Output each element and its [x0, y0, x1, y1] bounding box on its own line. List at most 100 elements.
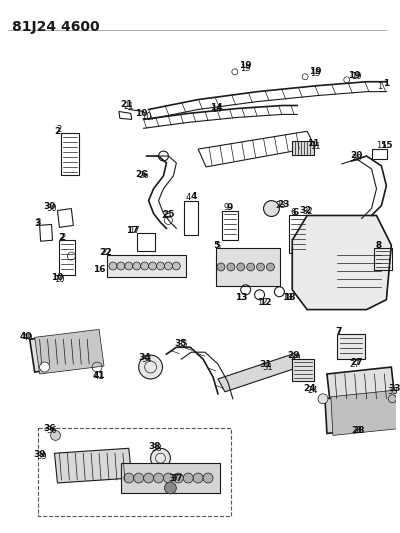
- Circle shape: [156, 262, 164, 270]
- Text: 30: 30: [43, 202, 56, 211]
- Circle shape: [164, 482, 176, 494]
- Circle shape: [164, 473, 173, 483]
- Polygon shape: [292, 215, 391, 310]
- Text: 21: 21: [124, 102, 134, 111]
- Circle shape: [172, 262, 180, 270]
- Text: 38: 38: [151, 444, 162, 453]
- Text: 24: 24: [303, 384, 316, 393]
- Text: 5: 5: [213, 241, 219, 249]
- Text: 22: 22: [102, 248, 112, 256]
- Circle shape: [264, 200, 279, 216]
- Text: 29: 29: [287, 351, 300, 360]
- Text: 10: 10: [141, 112, 152, 121]
- Text: 10: 10: [51, 273, 64, 282]
- Polygon shape: [331, 390, 400, 435]
- Text: 14: 14: [211, 105, 221, 114]
- Text: 4: 4: [191, 192, 197, 201]
- Text: 39: 39: [36, 452, 47, 461]
- Text: 8: 8: [376, 241, 381, 249]
- Circle shape: [141, 262, 149, 270]
- Text: 9: 9: [223, 203, 228, 212]
- Text: 14: 14: [210, 103, 222, 112]
- Bar: [292, 141, 314, 155]
- Text: 17: 17: [126, 226, 139, 235]
- Bar: [216, 248, 280, 286]
- Text: 13: 13: [236, 293, 248, 302]
- Bar: [222, 211, 238, 240]
- Text: 39: 39: [33, 450, 46, 459]
- Circle shape: [149, 262, 156, 270]
- Text: 2: 2: [58, 233, 64, 242]
- Bar: [337, 334, 364, 359]
- Text: 18: 18: [283, 293, 296, 302]
- Text: 19: 19: [239, 61, 252, 70]
- Circle shape: [203, 473, 213, 483]
- Text: 36: 36: [46, 426, 57, 435]
- Text: 19: 19: [348, 71, 361, 80]
- Polygon shape: [35, 329, 104, 374]
- Text: 9: 9: [227, 203, 233, 212]
- Text: 30: 30: [46, 204, 57, 213]
- Text: 10: 10: [54, 276, 65, 285]
- Text: 11: 11: [310, 142, 320, 151]
- Circle shape: [247, 263, 255, 271]
- Text: 41: 41: [94, 373, 104, 382]
- Text: 10: 10: [136, 109, 148, 118]
- Circle shape: [183, 473, 193, 483]
- Circle shape: [217, 263, 225, 271]
- Bar: [38, 429, 231, 515]
- Text: 7: 7: [336, 327, 342, 336]
- Text: 26: 26: [136, 171, 148, 180]
- Text: 22: 22: [99, 248, 111, 256]
- Text: 35: 35: [177, 340, 188, 349]
- Bar: [107, 255, 186, 277]
- Text: 6: 6: [290, 208, 296, 217]
- Circle shape: [318, 394, 328, 403]
- Circle shape: [237, 263, 245, 271]
- Circle shape: [50, 431, 60, 440]
- Circle shape: [125, 262, 133, 270]
- Text: 18: 18: [282, 293, 293, 302]
- Circle shape: [154, 473, 164, 483]
- Text: 36: 36: [43, 424, 56, 433]
- Text: 3: 3: [34, 219, 41, 228]
- Text: 2: 2: [61, 233, 66, 242]
- Text: 2: 2: [57, 125, 62, 134]
- Bar: [374, 248, 392, 270]
- Text: 29: 29: [290, 353, 300, 362]
- Text: 33: 33: [388, 384, 400, 393]
- Text: 31: 31: [262, 362, 273, 372]
- Circle shape: [139, 355, 162, 379]
- Bar: [292, 359, 314, 381]
- Bar: [184, 200, 198, 235]
- Circle shape: [256, 263, 264, 271]
- Circle shape: [173, 473, 183, 483]
- Polygon shape: [325, 392, 394, 433]
- Polygon shape: [30, 332, 99, 372]
- Text: 21: 21: [120, 100, 133, 109]
- Text: 40: 40: [22, 333, 33, 342]
- Text: 34: 34: [138, 353, 151, 362]
- Text: 27: 27: [349, 360, 360, 369]
- Text: 37: 37: [170, 473, 183, 482]
- Bar: [372, 149, 387, 159]
- Text: 12: 12: [257, 298, 268, 307]
- Circle shape: [227, 263, 235, 271]
- Circle shape: [150, 448, 170, 468]
- Circle shape: [133, 262, 141, 270]
- Text: 11: 11: [307, 139, 319, 148]
- Circle shape: [40, 362, 50, 372]
- Text: 3: 3: [35, 218, 40, 227]
- Text: 12: 12: [259, 298, 272, 307]
- Text: 15: 15: [380, 141, 393, 150]
- Text: 38: 38: [148, 442, 161, 451]
- Text: 32: 32: [302, 207, 312, 216]
- Text: 81J24 4600: 81J24 4600: [12, 20, 100, 34]
- Text: 20: 20: [350, 150, 363, 159]
- Circle shape: [144, 473, 154, 483]
- Text: 41: 41: [93, 372, 105, 381]
- Circle shape: [109, 262, 117, 270]
- Text: 7: 7: [336, 327, 342, 336]
- Text: 31: 31: [259, 360, 272, 369]
- Text: 28: 28: [351, 426, 362, 435]
